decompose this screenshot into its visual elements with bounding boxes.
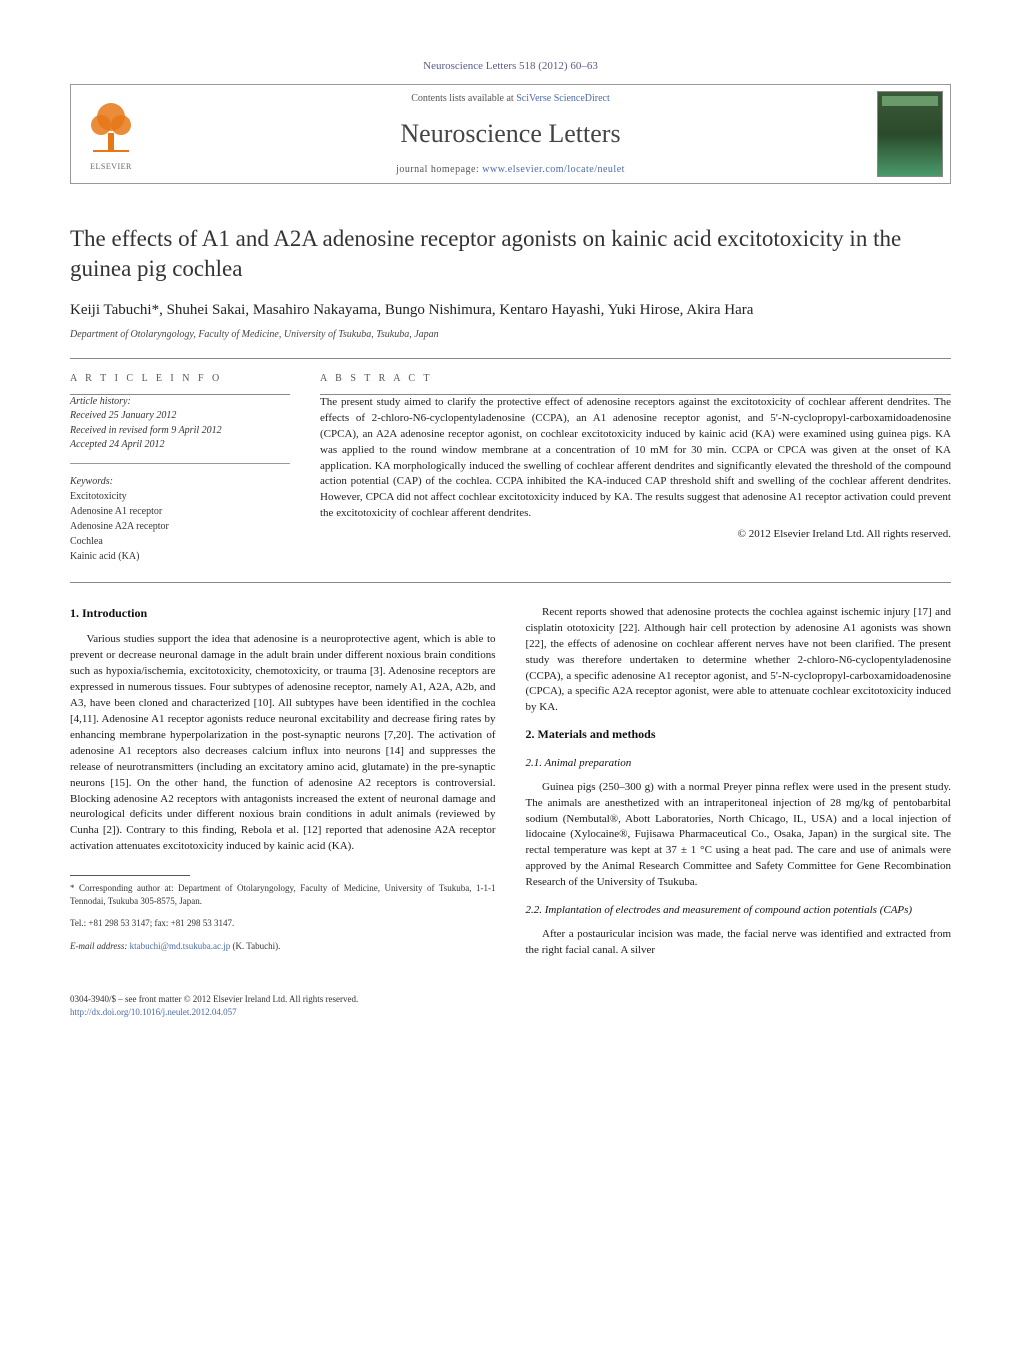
contents-lists-line: Contents lists available at SciVerse Sci… (161, 93, 860, 104)
keyword: Adenosine A1 receptor (70, 504, 290, 519)
homepage-prefix: journal homepage: (396, 164, 482, 175)
elsevier-logo: ELSEVIER (81, 99, 141, 169)
section-2-2-para-1: After a postauricular incision was made,… (526, 927, 952, 959)
keyword: Cochlea (70, 534, 290, 549)
corresponding-tel: Tel.: +81 298 53 3147; fax: +81 298 53 3… (70, 917, 496, 930)
journal-reference: Neuroscience Letters 518 (2012) 60–63 (70, 60, 951, 72)
email-link[interactable]: ktabuchi@md.tsukuba.ac.jp (130, 941, 231, 951)
history-received: Received 25 January 2012 (70, 409, 290, 424)
section-1-heading: 1. Introduction (70, 605, 496, 622)
keyword: Adenosine A2A receptor (70, 519, 290, 534)
authors-line: Keiji Tabuchi*, Shuhei Sakai, Masahiro N… (70, 302, 951, 319)
section-2-1-heading: 2.1. Animal preparation (526, 756, 952, 772)
rule-bottom (70, 582, 951, 583)
journal-cover-thumbnail (877, 91, 943, 177)
article-info-label: A R T I C L E I N F O (70, 373, 290, 384)
abstract-label: A B S T R A C T (320, 373, 951, 384)
page-footer: 0304-3940/$ – see front matter © 2012 El… (70, 993, 951, 1018)
journal-homepage-line: journal homepage: www.elsevier.com/locat… (161, 164, 860, 175)
keywords-label: Keywords: (70, 474, 290, 489)
journal-name: Neuroscience Letters (161, 119, 860, 149)
keyword: Excitotoxicity (70, 489, 290, 504)
history-revised: Received in revised form 9 April 2012 (70, 424, 290, 439)
keywords-block: Keywords: Excitotoxicity Adenosine A1 re… (70, 474, 290, 564)
article-history: Article history: Received 25 January 201… (70, 395, 290, 464)
cover-thumbnail-cell (870, 85, 950, 183)
history-label: Article history: (70, 395, 290, 410)
abstract-column: A B S T R A C T The present study aimed … (320, 373, 951, 564)
abstract-copyright: © 2012 Elsevier Ireland Ltd. All rights … (320, 528, 951, 540)
section-1-para-2: Recent reports showed that adenosine pro… (526, 605, 952, 717)
elsevier-logo-text: ELSEVIER (90, 162, 132, 171)
article-title: The effects of A1 and A2A adenosine rece… (70, 224, 951, 284)
contents-prefix: Contents lists available at (411, 93, 516, 104)
publisher-logo-cell: ELSEVIER (71, 85, 151, 183)
homepage-link[interactable]: www.elsevier.com/locate/neulet (482, 164, 625, 175)
section-2-heading: 2. Materials and methods (526, 726, 952, 743)
article-info-column: A R T I C L E I N F O Article history: R… (70, 373, 290, 564)
journal-header-box: ELSEVIER Contents lists available at Sci… (70, 84, 951, 184)
email-suffix: (K. Tabuchi). (230, 941, 280, 951)
section-2-2-heading: 2.2. Implantation of electrodes and meas… (526, 903, 952, 919)
header-center: Contents lists available at SciVerse Sci… (151, 85, 870, 183)
abstract-text: The present study aimed to clarify the p… (320, 395, 951, 523)
affiliation: Department of Otolaryngology, Faculty of… (70, 329, 951, 340)
body-two-column: 1. Introduction Various studies support … (70, 605, 951, 969)
email-label: E-mail address: (70, 941, 130, 951)
footer-issn: 0304-3940/$ – see front matter © 2012 El… (70, 993, 951, 1006)
corresponding-email-line: E-mail address: ktabuchi@md.tsukuba.ac.j… (70, 940, 496, 953)
info-abstract-row: A R T I C L E I N F O Article history: R… (70, 359, 951, 582)
page-root: Neuroscience Letters 518 (2012) 60–63 (0, 0, 1021, 1068)
elsevier-tree-icon (83, 99, 139, 162)
keyword: Kainic acid (KA) (70, 549, 290, 564)
footer-doi-link[interactable]: http://dx.doi.org/10.1016/j.neulet.2012.… (70, 1007, 237, 1017)
corresponding-author-footnote: * Corresponding author at: Department of… (70, 882, 496, 907)
sciencedirect-link[interactable]: SciVerse ScienceDirect (516, 93, 610, 104)
history-accepted: Accepted 24 April 2012 (70, 438, 290, 453)
footnote-separator (70, 875, 190, 876)
section-1-para-1: Various studies support the idea that ad… (70, 632, 496, 855)
section-2-1-para-1: Guinea pigs (250–300 g) with a normal Pr… (526, 780, 952, 892)
